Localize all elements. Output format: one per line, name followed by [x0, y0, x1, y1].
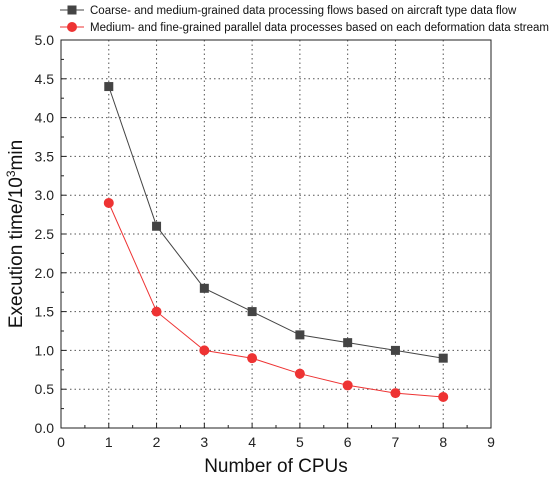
y-axis-title-superscript: 3: [4, 170, 18, 177]
legend-marker-square: [67, 5, 77, 15]
series-1-point: [104, 82, 114, 92]
series-1-point: [343, 338, 353, 348]
series-2-point: [294, 368, 305, 379]
series-1-point: [152, 221, 162, 231]
legend: Coarse- and medium-grained data processi…: [60, 5, 549, 34]
series-1-point: [247, 307, 257, 317]
x-tick-label: 8: [439, 434, 447, 450]
y-tick-label: 5.0: [35, 32, 55, 48]
series-1-point: [295, 330, 305, 340]
y-tick-label: 3.5: [35, 148, 55, 164]
series-2-point: [199, 345, 210, 356]
x-tick-label: 5: [296, 434, 304, 450]
y-tick-label: 1.5: [35, 304, 55, 320]
legend-label-1: Coarse- and medium-grained data processi…: [90, 5, 517, 17]
series-2-point: [151, 306, 162, 317]
series-2-point: [390, 388, 401, 399]
x-tick-label: 4: [248, 434, 256, 450]
x-tick-label: 3: [200, 434, 208, 450]
x-tick-label: 6: [344, 434, 352, 450]
y-tick-label: 0.0: [35, 420, 55, 436]
legend-label-2: Medium- and fine-grained parallel data p…: [90, 22, 549, 34]
y-axis-title-unit: min: [6, 140, 27, 171]
x-tick-label: 7: [392, 434, 400, 450]
x-tick-label: 0: [57, 434, 65, 450]
series-group: [103, 82, 449, 402]
series-1-point: [438, 353, 448, 363]
series-1-point: [390, 345, 400, 355]
y-axis-title: Execution time/103min: [4, 140, 27, 328]
series-2-point: [438, 391, 449, 402]
y-tick-label: 3.0: [35, 187, 55, 203]
series-2-point: [247, 353, 258, 364]
series-line-1: [108, 86, 444, 359]
x-tick-label: 2: [153, 434, 161, 450]
y-tick-label: 4.5: [35, 71, 55, 87]
y-tick-label: 2.5: [35, 226, 55, 242]
series-2-point: [342, 380, 353, 391]
series-2-point: [103, 197, 114, 208]
y-tick-label: 0.5: [35, 381, 55, 397]
y-axis-title-main: Execution time/10: [6, 177, 27, 328]
series-line-2: [108, 202, 444, 398]
y-tick-label: 2.0: [35, 265, 55, 281]
axes: 0 1 2 3 4 5 6 7 8 9 0.0 0.5 1.0 1.5 2.0 2.5 3.0 3.5 4.0 4.5…: [35, 32, 496, 450]
legend-marker-circle: [67, 22, 77, 32]
y-tick-label: 1.0: [35, 342, 55, 358]
x-tick-label: 9: [487, 434, 495, 450]
x-tick-label: 1: [105, 434, 113, 450]
series-1-point: [199, 283, 209, 293]
grid-lines: [61, 40, 491, 428]
y-tick-label: 4.0: [35, 110, 55, 126]
x-axis-title: Number of CPUs: [204, 456, 348, 477]
